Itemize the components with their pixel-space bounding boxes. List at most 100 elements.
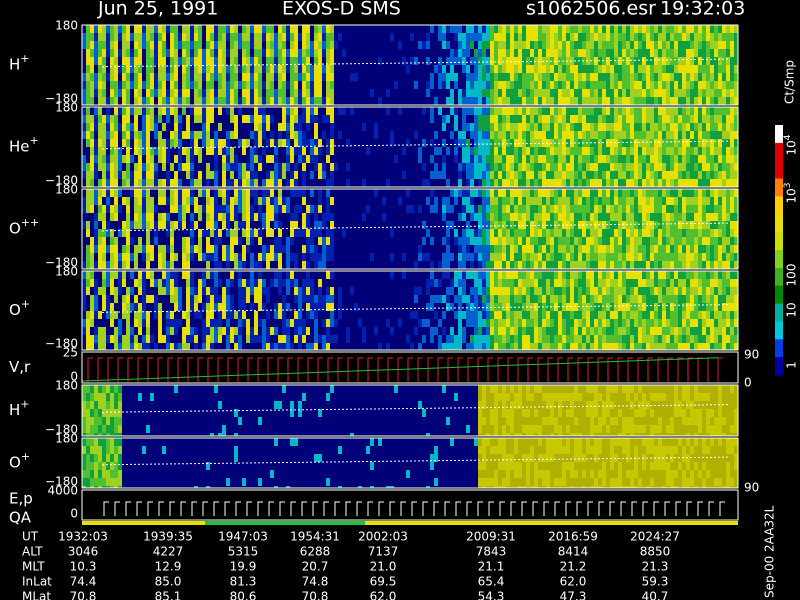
- pixel: [314, 253, 318, 261]
- pixel: [698, 163, 702, 171]
- pixel: [538, 97, 542, 105]
- pixel: [338, 213, 342, 221]
- pixel: [618, 155, 622, 163]
- pixel: [150, 197, 154, 205]
- pixel: [630, 253, 634, 261]
- pixel: [550, 163, 554, 171]
- pixel: [362, 221, 366, 229]
- pixel: [578, 89, 582, 97]
- pixel: [510, 189, 514, 197]
- pixel: [482, 155, 486, 163]
- pixel: [278, 89, 282, 97]
- pixel: [702, 115, 706, 123]
- pixel: [98, 327, 102, 335]
- pixel: [302, 41, 306, 49]
- pixel: [582, 139, 586, 147]
- pixel: [514, 123, 518, 131]
- pixel: [670, 131, 674, 139]
- pixel: [414, 115, 418, 123]
- pixel: [386, 139, 390, 147]
- pixel: [414, 237, 418, 245]
- pixel: [658, 81, 662, 89]
- pixel: [570, 65, 574, 73]
- pixel: [490, 89, 494, 97]
- pixel: [586, 261, 590, 269]
- pixel: [234, 123, 238, 131]
- pixel: [162, 97, 166, 105]
- pixel: [678, 97, 682, 105]
- pixel: [458, 163, 462, 171]
- pixel: [86, 221, 90, 229]
- pixel: [86, 97, 90, 105]
- pixel: [454, 155, 458, 163]
- pixel: [446, 81, 450, 89]
- pixel: [354, 57, 358, 65]
- pixel: [530, 261, 534, 269]
- pixel: [194, 253, 198, 261]
- pixel: [158, 73, 162, 81]
- pixel: [230, 33, 234, 41]
- pixel: [726, 131, 730, 139]
- pixel: [694, 115, 698, 123]
- pixel: [526, 205, 530, 213]
- pixel: [546, 163, 550, 171]
- pixel: [722, 221, 726, 229]
- pixel: [634, 147, 638, 155]
- pixel: [654, 25, 658, 33]
- pixel: [266, 179, 270, 187]
- pixel: [162, 147, 166, 155]
- pixel: [650, 123, 654, 131]
- pixel: [590, 253, 594, 261]
- pixel: [502, 237, 506, 245]
- pixel: [650, 245, 654, 253]
- pixel: [114, 131, 118, 139]
- pixel: [498, 197, 502, 205]
- pixel: [350, 197, 354, 205]
- pixel: [458, 179, 462, 187]
- pixel: [198, 25, 202, 33]
- pixel: [470, 81, 474, 89]
- pixel: [138, 261, 142, 269]
- pixel: [174, 229, 178, 237]
- pixel: [530, 171, 534, 179]
- pixel: [102, 237, 106, 245]
- pixel: [586, 139, 590, 147]
- pixel: [534, 147, 538, 155]
- pixel: [626, 33, 630, 41]
- pixel: [474, 261, 478, 269]
- pixel: [306, 213, 310, 221]
- pixel: [290, 131, 294, 139]
- pixel: [730, 49, 734, 57]
- pixel: [230, 261, 234, 269]
- pixel: [226, 33, 230, 41]
- pixel: [398, 253, 402, 261]
- pixel: [290, 115, 294, 123]
- pixel: [450, 107, 454, 115]
- pixel: [278, 131, 282, 139]
- pixel: [418, 49, 422, 57]
- pixel: [706, 245, 710, 253]
- pixel: [110, 237, 114, 245]
- pixel: [226, 49, 230, 57]
- pixel: [302, 189, 306, 197]
- pixel: [482, 49, 486, 57]
- pixel: [506, 107, 510, 115]
- pixel: [166, 189, 170, 197]
- pixel: [266, 49, 270, 57]
- pixel: [498, 221, 502, 229]
- pixel: [390, 25, 394, 33]
- pixel: [110, 155, 114, 163]
- pixel: [158, 97, 162, 105]
- pixel: [94, 33, 98, 41]
- pixel: [386, 147, 390, 155]
- pixel: [158, 189, 162, 197]
- pixel: [102, 327, 106, 335]
- pixel: [458, 115, 462, 123]
- pixel: [462, 163, 466, 171]
- pixel: [414, 57, 418, 65]
- pixel: [262, 163, 266, 171]
- pixel: [698, 261, 702, 269]
- pixel: [314, 115, 318, 123]
- pixel: [450, 229, 454, 237]
- pixel: [466, 25, 470, 33]
